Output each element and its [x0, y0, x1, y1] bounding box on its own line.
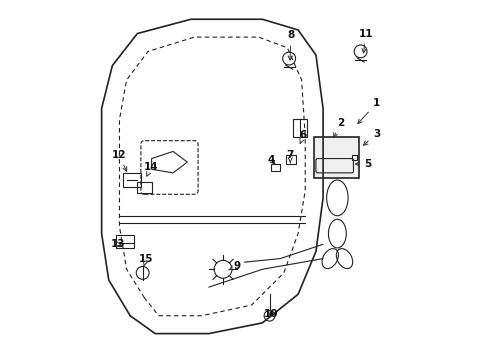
Text: 1: 1 [357, 98, 380, 123]
Text: 10: 10 [264, 309, 278, 319]
Text: 5: 5 [355, 159, 370, 169]
Text: 7: 7 [286, 150, 293, 163]
Bar [337, 155, 349, 169]
Text: 8: 8 [287, 30, 294, 60]
Text: 6: 6 [299, 130, 306, 143]
Bar [292, 119, 306, 137]
Bar [271, 164, 280, 171]
Text: 14: 14 [143, 162, 158, 176]
Bar [123, 173, 141, 187]
Bar [285, 155, 296, 164]
Text: 3: 3 [363, 129, 380, 145]
Text: 15: 15 [139, 253, 153, 266]
Bar [313, 137, 358, 178]
Text: 11: 11 [358, 28, 372, 53]
Text: 9: 9 [228, 261, 241, 271]
Text: 4: 4 [267, 156, 274, 165]
Text: 2: 2 [333, 118, 344, 137]
Bar [116, 235, 134, 248]
Bar [137, 182, 151, 193]
Text: 12: 12 [111, 150, 126, 171]
Text: 13: 13 [110, 239, 124, 249]
Bar [351, 155, 356, 160]
